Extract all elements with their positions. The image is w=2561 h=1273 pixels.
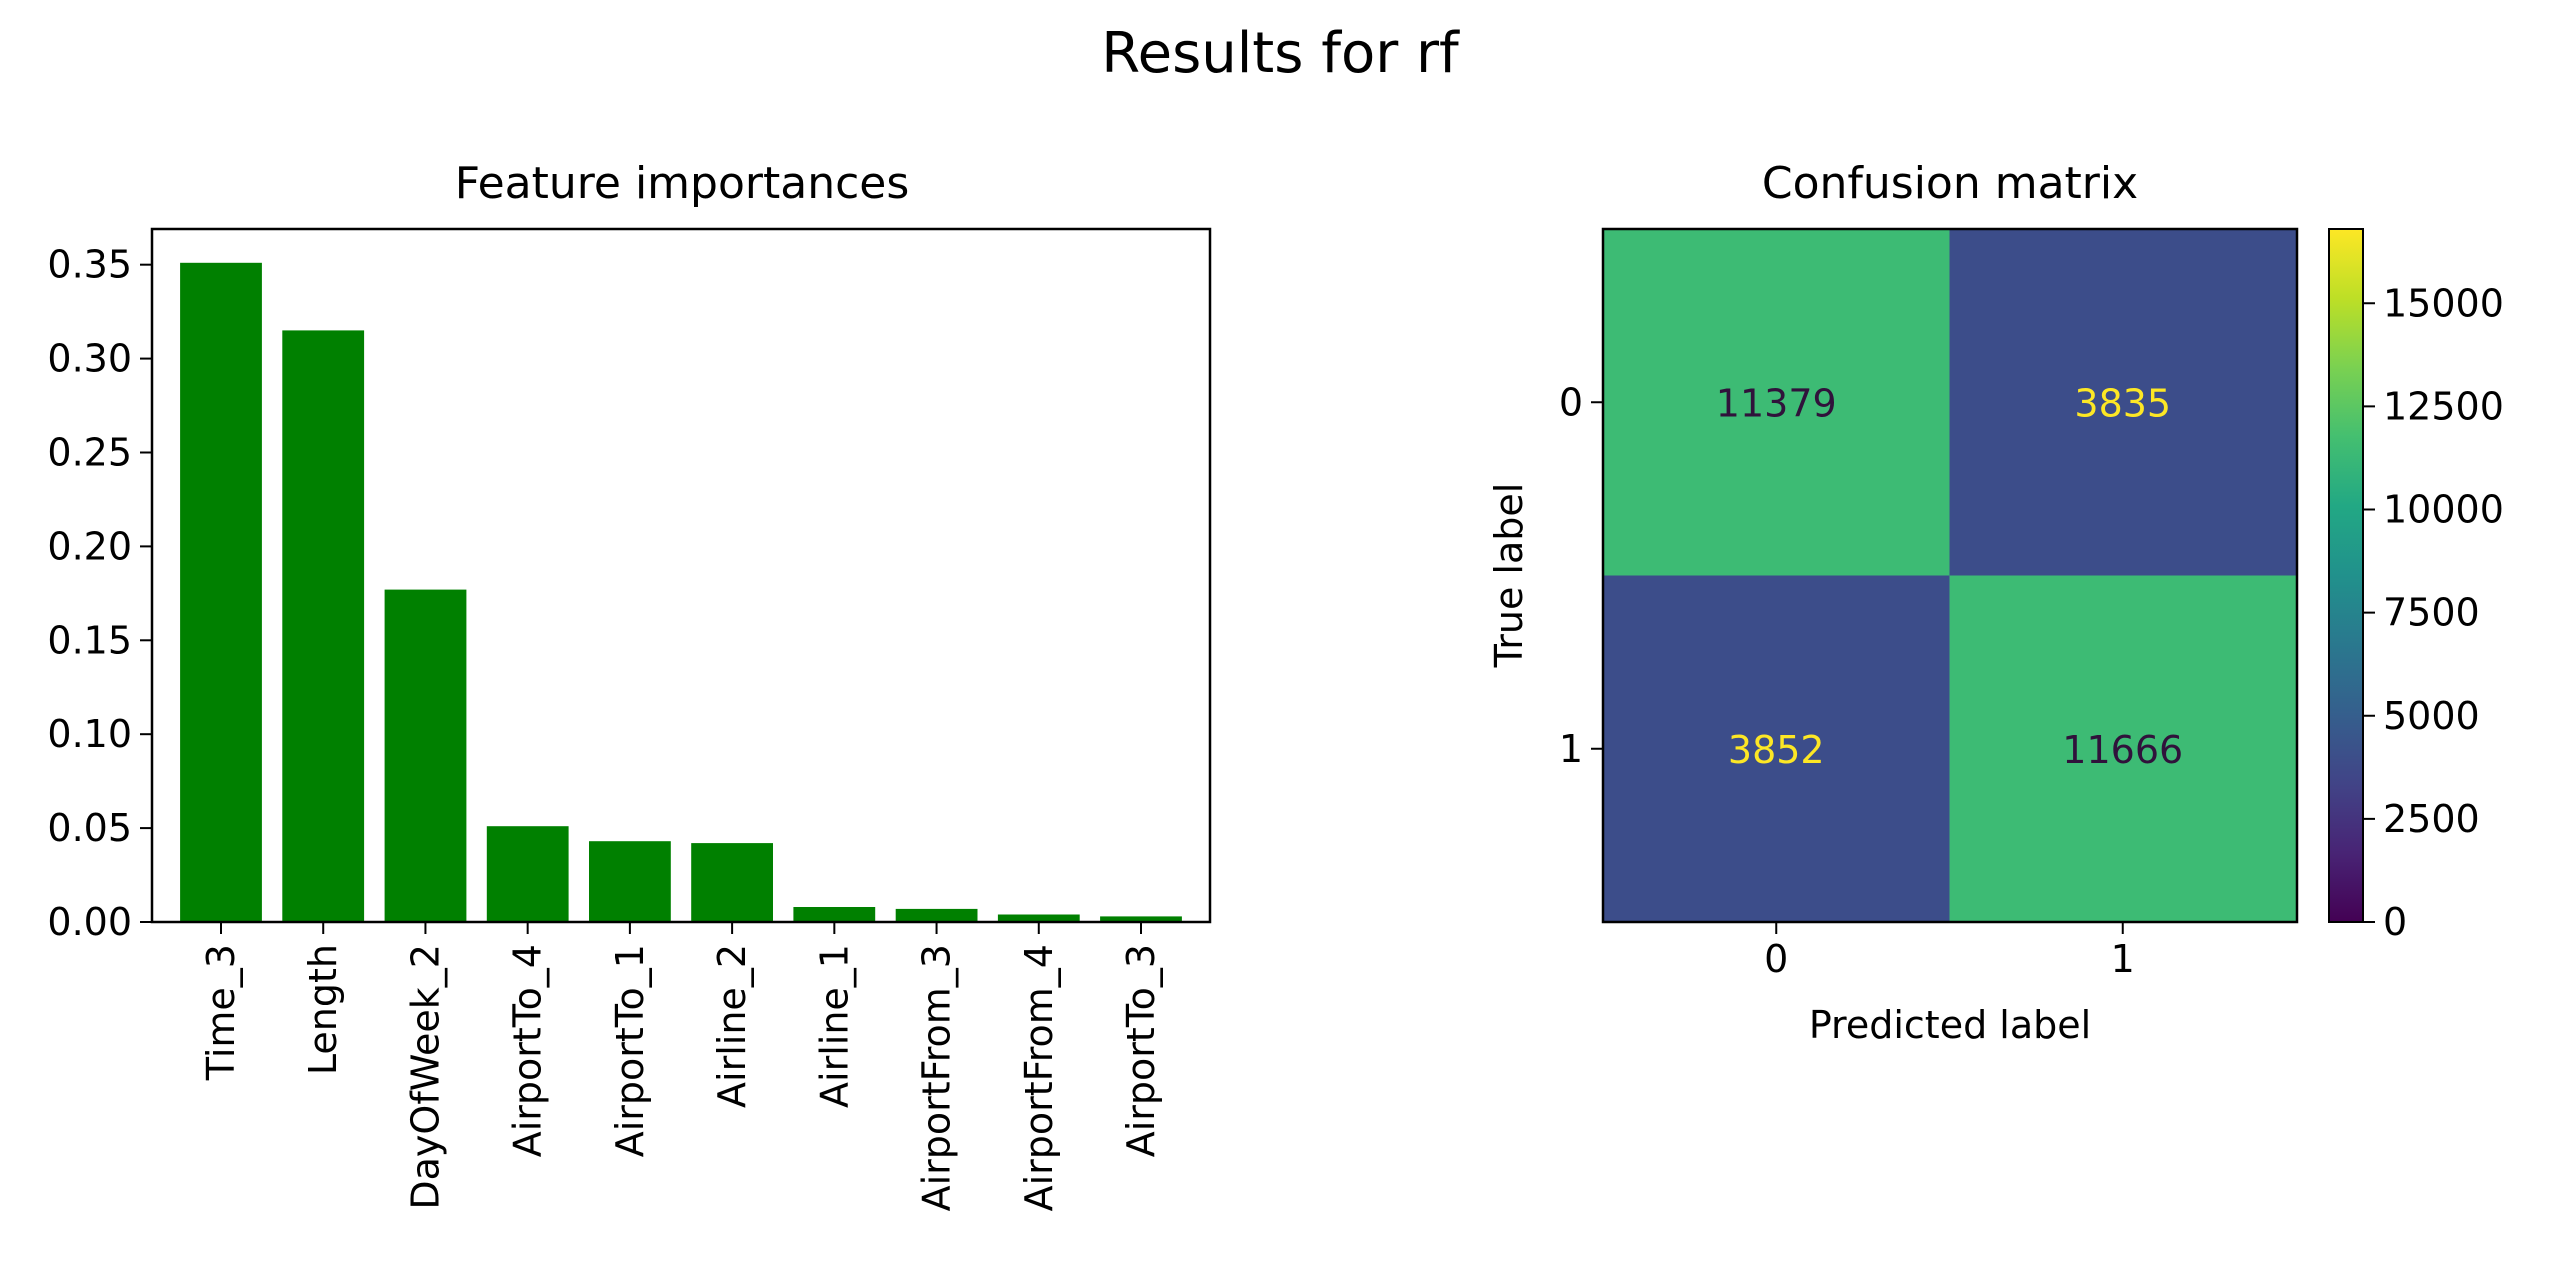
y-tick-label: 0.10	[47, 712, 132, 756]
figure-suptitle: Results for rf	[1101, 21, 1460, 86]
bar	[384, 589, 467, 922]
colorbar-tick-label: 10000	[2383, 488, 2504, 532]
x-axis: Time_3 Length DayOfWeek_2 AirportTo_4 Airpor…	[199, 922, 1163, 1211]
bar	[486, 826, 569, 922]
matrix-cell	[1949, 229, 2297, 576]
x-tick-label: DayOfWeek_2	[403, 944, 447, 1210]
matrix-cell	[1603, 575, 1950, 923]
colorbar-tick-label: 7500	[2383, 591, 2480, 635]
colorbar-ticks: 0 2500 5000 7500 10000 12500 15000	[2363, 281, 2504, 944]
matrix-cell-value: 3835	[2074, 381, 2171, 425]
feature-importances-chart: Feature importances 0.00 0.05 0.10 0.15 0.20…	[47, 158, 1212, 1211]
matrix-axes: 0 1 0 1	[1559, 380, 2135, 981]
x-tick-label: AirportTo_1	[608, 944, 652, 1157]
y-tick-label: 0.30	[47, 337, 132, 381]
matrix-cell	[1603, 229, 1950, 576]
matrix-cell-value: 11379	[1716, 381, 1837, 425]
colorbar-tick-label: 15000	[2383, 281, 2504, 325]
x-tick-label: Time_3	[199, 944, 243, 1081]
x-tick-label: AirportTo_4	[506, 944, 550, 1157]
x-axis-label: Predicted label	[1809, 1003, 2091, 1047]
bar	[793, 907, 876, 922]
matrix-cell-value: 11666	[2062, 728, 2183, 772]
colorbar-tick-label: 12500	[2383, 384, 2504, 428]
confusion-matrix-title: Confusion matrix	[1762, 158, 2138, 209]
colorbar-tick-label: 0	[2383, 900, 2407, 944]
y-axis: 0.00 0.05 0.10 0.15 0.20 0.25 0.30 0.35	[47, 243, 152, 944]
y-tick-label: 0.20	[47, 524, 132, 568]
bar-series	[180, 262, 1182, 922]
x-tick-label: AirportTo_3	[1119, 944, 1163, 1157]
y-tick-label: 0.00	[47, 900, 132, 944]
x-tick-label: Airline_1	[812, 944, 856, 1108]
y-axis-label: True label	[1487, 483, 1531, 669]
bar	[180, 262, 262, 922]
y-tick-label: 1	[1559, 727, 1583, 771]
x-tick-label: 1	[2111, 937, 2135, 981]
bar	[1100, 916, 1182, 922]
x-tick-label: AirportFrom_3	[915, 944, 959, 1211]
y-tick-label: 0.15	[47, 618, 132, 662]
bar	[691, 843, 773, 922]
plot-frame	[150, 227, 1212, 924]
y-tick-label: 0.05	[47, 806, 132, 850]
bar	[282, 330, 365, 922]
y-tick-label: 0	[1559, 380, 1583, 424]
x-tick-label: 0	[1764, 937, 1788, 981]
x-tick-label: AirportFrom_4	[1017, 944, 1061, 1211]
matrix-cell-value: 3852	[1728, 728, 1825, 772]
feature-importances-title: Feature importances	[455, 158, 910, 209]
bar	[895, 908, 978, 922]
bar	[589, 841, 671, 922]
colorbar: 0 2500 5000 7500 10000 12500 15000	[2328, 228, 2504, 944]
y-tick-label: 0.35	[47, 243, 132, 287]
colorbar-tick-label: 2500	[2383, 797, 2480, 841]
matrix-frame	[1601, 227, 2299, 924]
matrix-cell	[1949, 575, 2297, 923]
colorbar-tick-label: 5000	[2383, 694, 2480, 738]
x-tick-label: Length	[301, 944, 345, 1075]
y-tick-label: 0.25	[47, 430, 132, 474]
bar	[997, 914, 1080, 922]
matrix-cells: 11379 3835 3852 11666	[1603, 229, 2297, 923]
colorbar-gradient	[2328, 228, 2364, 923]
x-tick-label: Airline_2	[710, 944, 754, 1108]
